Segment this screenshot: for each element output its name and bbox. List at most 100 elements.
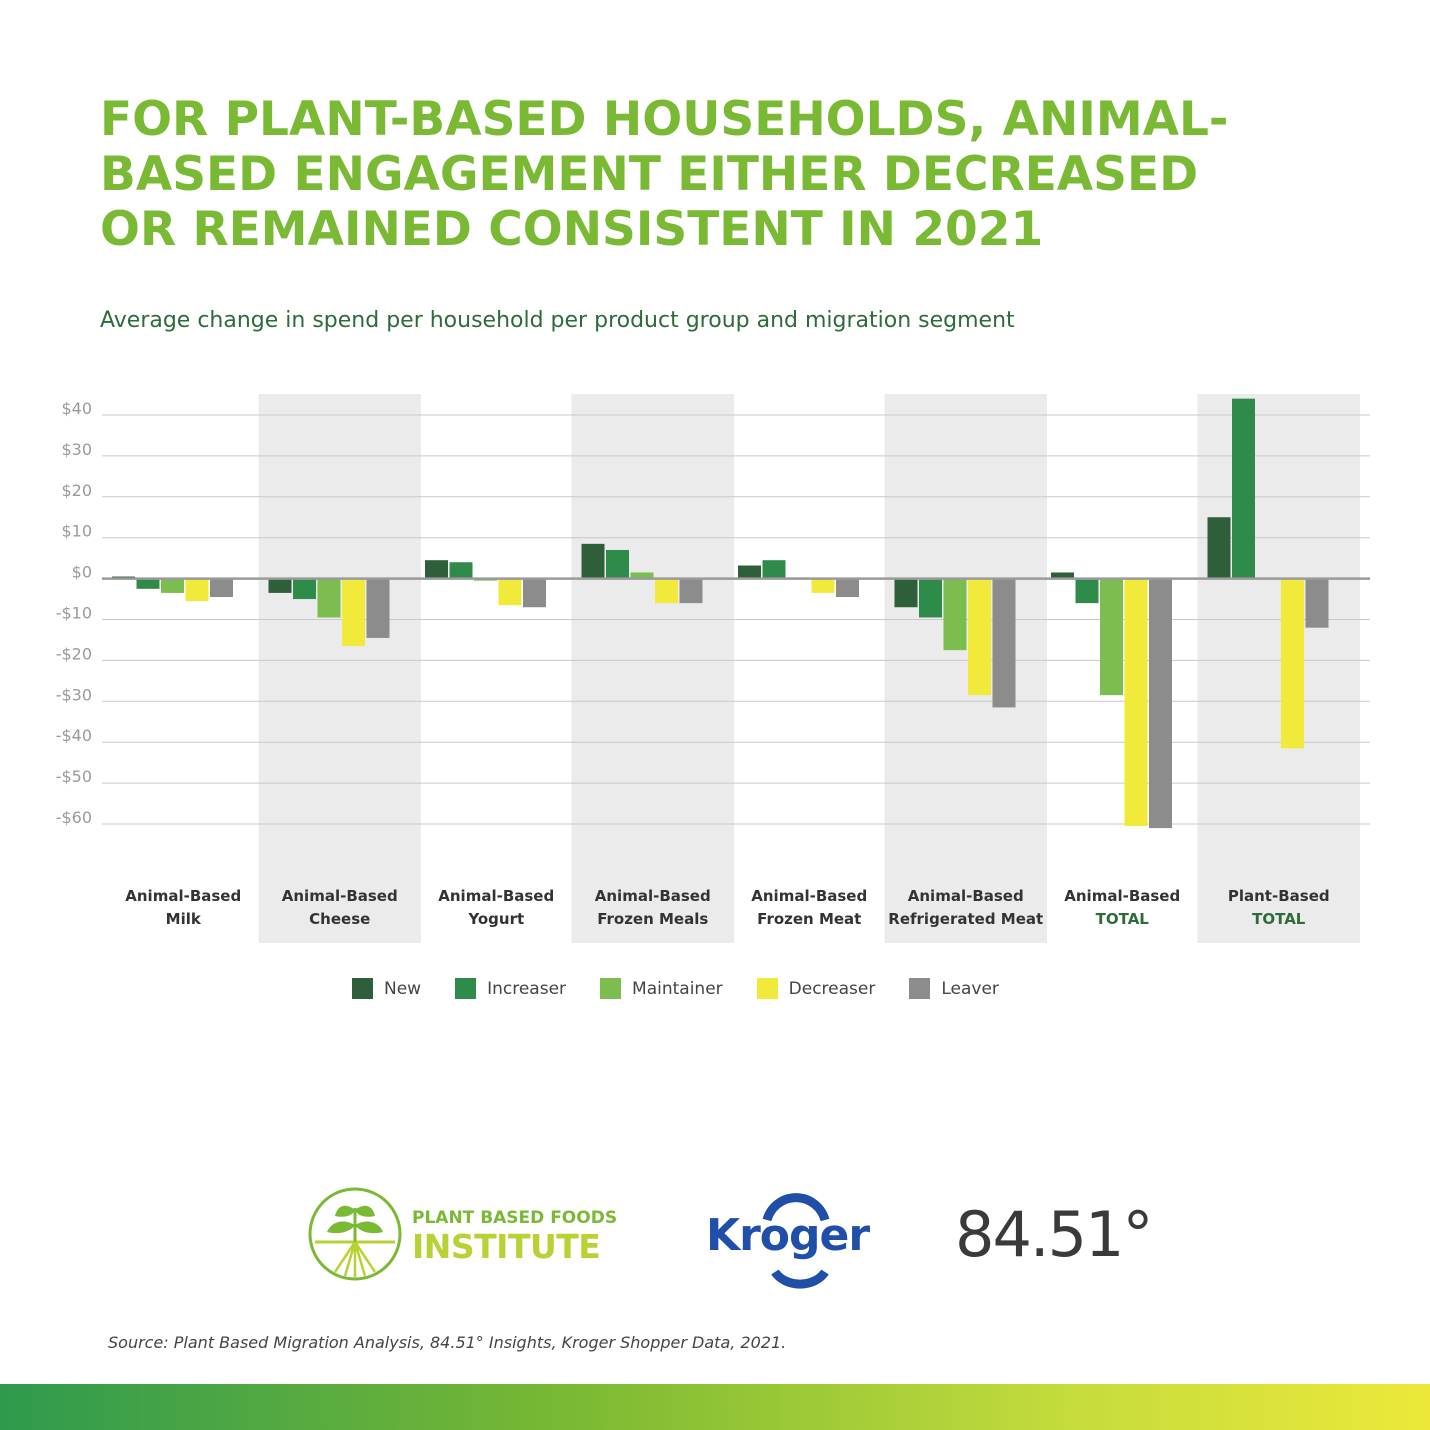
x-axis-labels: Animal-Based Milk Animal-Based Cheese Animal… <box>125 887 1329 928</box>
x-category-label: Frozen Meat <box>757 910 861 928</box>
x-category-label: TOTAL <box>1096 910 1150 928</box>
bar-decreaser <box>185 578 209 602</box>
legend-swatch <box>756 978 778 999</box>
bar-new <box>894 578 918 608</box>
bar-increaser <box>762 560 786 579</box>
y-tick-label: -$10 <box>56 604 92 623</box>
x-category-label: Animal-Based <box>438 887 554 905</box>
legend-label: Increaser <box>487 978 567 999</box>
x-category-label: Plant-Based <box>1228 887 1330 905</box>
legend-label: Maintainer <box>632 978 723 999</box>
y-tick-label: -$50 <box>56 767 92 786</box>
bar-decreaser <box>1281 578 1304 749</box>
bar-chart: $40 $30 $20 $10 $0 -$10 -$20 -$30 -$40 -$50 -$60 A… <box>56 394 1370 943</box>
legend-item: Maintainer <box>600 978 723 999</box>
x-category-label: Yogurt <box>467 910 524 928</box>
bar-new <box>738 565 761 579</box>
bar-increaser <box>606 549 629 579</box>
bar-decreaser <box>968 578 991 696</box>
bar-maintainer <box>317 578 341 618</box>
kroger-arc-icon <box>762 1193 830 1289</box>
headline-line: BASED ENGAGEMENT EITHER DECREASED <box>100 147 1199 202</box>
y-tick-label: $20 <box>61 481 92 500</box>
y-tick-label: -$40 <box>56 726 92 745</box>
category-band <box>1197 394 1360 943</box>
bar-decreaser <box>342 578 365 647</box>
bar-maintainer <box>161 578 184 593</box>
bar-increaser <box>449 562 473 579</box>
bar-leaver <box>1305 578 1329 628</box>
pbfi-logo-icon <box>308 1187 402 1281</box>
x-category-label: Animal-Based <box>751 887 867 905</box>
legend-label: New <box>384 978 422 999</box>
legend: New Increaser Maintainer Decreaser Leaver <box>352 978 1033 999</box>
legend-item: New <box>352 978 421 999</box>
legend-swatch <box>352 978 373 999</box>
bar-maintainer <box>943 578 967 651</box>
legend-swatch <box>600 978 622 999</box>
kroger-logo: Kroger <box>706 1210 870 1261</box>
source-note: Source: Plant Based Migration Analysis, … <box>108 1333 787 1352</box>
chart-subtitle: Average change in spend per household pe… <box>100 308 1015 333</box>
bar-new <box>1207 517 1231 579</box>
bars <box>112 398 1329 829</box>
y-tick-label: $0 <box>72 563 92 582</box>
y-tick-label: $30 <box>61 440 92 459</box>
category-band <box>571 394 734 943</box>
headline-line: FOR PLANT-BASED HOUSEHOLDS, ANIMAL- <box>100 92 1229 147</box>
legend-swatch <box>455 978 477 999</box>
y-tick-label: $10 <box>61 522 92 541</box>
legend-item: Leaver <box>909 978 999 999</box>
x-category-label: Cheese <box>309 910 370 928</box>
y-tick-label: -$30 <box>56 685 92 704</box>
headline-line: OR REMAINED CONSISTENT IN 2021 <box>100 202 1044 257</box>
bar-increaser <box>919 578 942 618</box>
x-category-label: Frozen Meals <box>597 910 708 928</box>
bar-leaver <box>992 578 1016 708</box>
x-category-label: Refrigerated Meat <box>888 910 1043 928</box>
bar-new <box>581 543 605 579</box>
y-axis-ticks: $40 $30 $20 $10 $0 -$10 -$20 -$30 -$40 -$50 -$60 <box>56 399 92 827</box>
legend-item: Decreaser <box>756 978 876 999</box>
legend-item: Increaser <box>455 978 566 999</box>
pbfi-logo-title: PLANT BASED FOODS <box>412 1208 618 1228</box>
y-tick-label: -$20 <box>56 644 92 663</box>
category-band <box>258 394 421 943</box>
pbfi-logo-subtitle: INSTITUTE <box>412 1227 601 1266</box>
bar-leaver <box>366 578 390 638</box>
bar-leaver <box>836 578 859 598</box>
logos: PLANT BASED FOODS INSTITUTE Kroger 84.51… <box>300 1180 1153 1290</box>
bar-decreaser <box>498 578 522 606</box>
x-category-label: Animal-Based <box>125 887 241 905</box>
bar-leaver <box>679 578 703 604</box>
bar-new <box>268 578 292 593</box>
bar-maintainer <box>630 572 654 579</box>
bar-new <box>425 560 448 579</box>
x-category-label: TOTAL <box>1252 910 1306 928</box>
category-bands <box>258 394 1360 943</box>
y-tick-label: $40 <box>61 399 92 418</box>
bar-increaser <box>293 578 316 600</box>
bar-increaser <box>1075 578 1099 604</box>
bar-decreaser <box>655 578 678 604</box>
bar-leaver <box>523 578 546 608</box>
bar-maintainer <box>1100 578 1123 696</box>
x-category-label: Milk <box>166 910 202 928</box>
bar-decreaser <box>811 578 835 593</box>
legend-label: Leaver <box>941 978 999 999</box>
legend-swatch <box>909 978 931 999</box>
bar-new <box>1051 572 1074 579</box>
x-category-label: Animal-Based <box>282 887 398 905</box>
bar-increaser <box>1232 398 1255 579</box>
f8451-logo: 84.51° <box>955 1198 1153 1271</box>
bar-decreaser <box>1124 578 1148 827</box>
legend-label: Decreaser <box>788 978 876 999</box>
footer-gradient-bar <box>0 1384 1430 1430</box>
headline: FOR PLANT-BASED HOUSEHOLDS, ANIMAL- BASE… <box>100 92 1360 257</box>
x-category-label: Animal-Based <box>595 887 711 905</box>
bar-leaver <box>1149 578 1172 829</box>
bar-increaser <box>136 578 160 589</box>
bar-leaver <box>210 578 233 598</box>
x-category-label: Animal-Based <box>908 887 1024 905</box>
y-tick-label: -$60 <box>56 808 92 827</box>
